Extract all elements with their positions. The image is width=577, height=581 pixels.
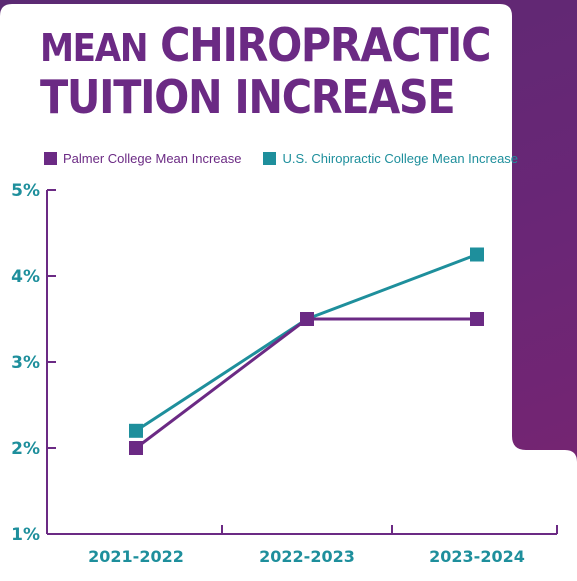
data-point-us — [129, 423, 143, 438]
data-point-palmer — [470, 312, 484, 326]
y-tick-label: 2% — [11, 439, 40, 459]
x-tick-label: 2022-2023 — [259, 547, 355, 566]
data-point-palmer — [129, 441, 143, 455]
y-tick-label: 5% — [11, 181, 40, 201]
legend-swatch-us — [263, 151, 277, 165]
legend-swatch-palmer — [44, 151, 57, 165]
title-line1-large: Chiropractic — [160, 18, 491, 72]
title-line2: Tuition Increase — [40, 70, 456, 124]
legend-label-us: U.S. Chiropractic College Mean Increase — [282, 150, 519, 166]
title-line1-small: Mean — [40, 26, 148, 70]
chart-title: Mean Chiropractic Tuition Increase — [40, 22, 510, 120]
chart-legend: Palmer College Mean Increase U.S. Chirop… — [44, 148, 540, 168]
data-point-us — [470, 247, 484, 262]
y-tick-label: 4% — [11, 267, 40, 287]
legend-item-us: U.S. Chiropractic College Mean Increase — [263, 151, 518, 166]
series-line-palmer — [135, 317, 477, 450]
x-tick-label: 2021-2022 — [88, 547, 184, 566]
series-line-us — [135, 253, 478, 433]
legend-label-palmer: Palmer College Mean Increase — [63, 150, 242, 166]
legend-item-palmer: Palmer College Mean Increase — [44, 151, 241, 166]
data-point-palmer — [300, 312, 314, 326]
y-tick-label: 3% — [11, 353, 40, 373]
x-tick-label: 2023-2024 — [429, 547, 525, 566]
y-tick-label: 1% — [11, 525, 40, 545]
